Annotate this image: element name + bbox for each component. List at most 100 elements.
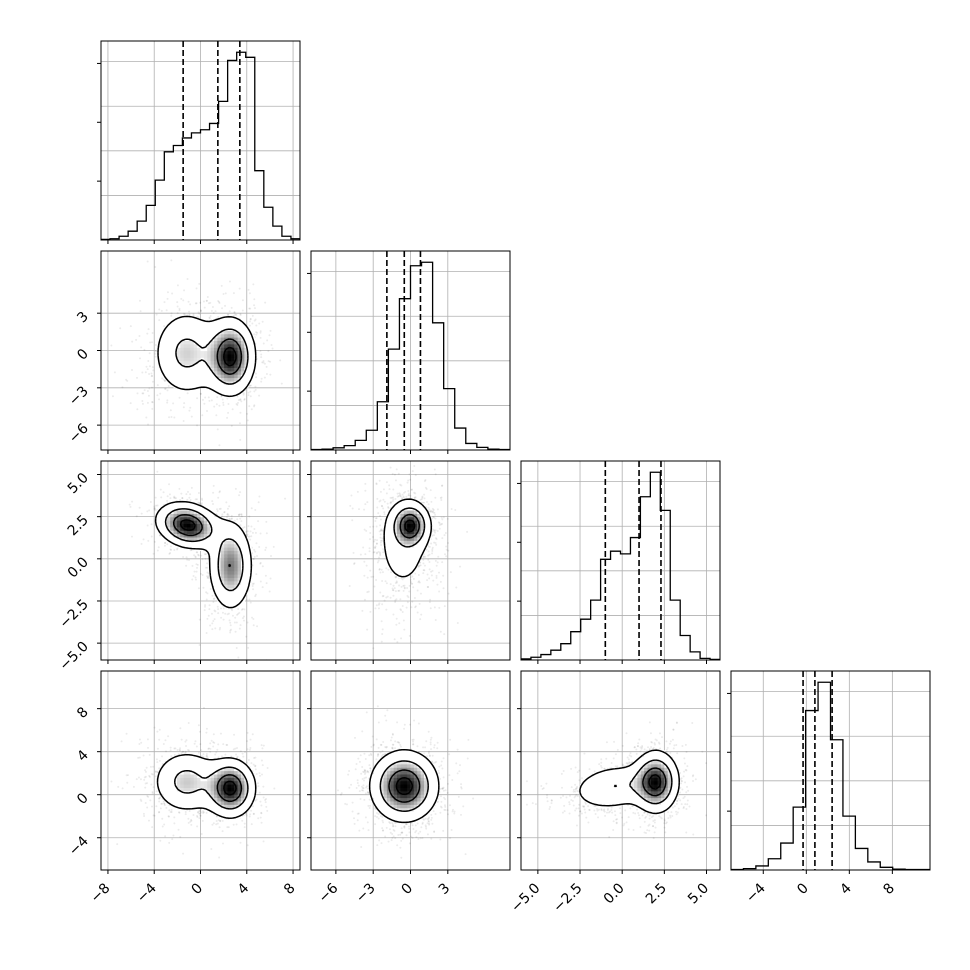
density-cell <box>397 509 401 514</box>
density-cell <box>227 526 232 531</box>
density-cell <box>183 377 188 382</box>
density-cell <box>234 550 239 555</box>
scatter-point <box>237 656 240 659</box>
density-cell <box>173 513 178 518</box>
density-cell <box>244 550 249 555</box>
scatter-point <box>379 533 382 536</box>
density-cell <box>197 370 202 375</box>
scatter-point <box>348 584 351 587</box>
density-cell <box>166 367 171 372</box>
density-cell <box>190 326 195 331</box>
scatter-point <box>228 310 231 313</box>
scatter-point <box>238 611 241 614</box>
density-cell <box>200 326 205 331</box>
density-cell <box>190 323 195 328</box>
density-cell <box>417 516 422 521</box>
scatter-point <box>148 509 151 512</box>
density-cell <box>240 363 245 368</box>
density-cell <box>390 563 395 568</box>
scatter-point <box>252 588 255 591</box>
density-cell <box>210 560 215 565</box>
scatter-point <box>198 809 201 812</box>
scatter-point <box>201 398 204 401</box>
scatter-point <box>428 577 431 580</box>
density-cell <box>220 357 225 362</box>
scatter-point <box>248 324 251 327</box>
scatter-point <box>422 572 425 575</box>
density-cell <box>170 520 175 524</box>
density-cell <box>220 337 225 341</box>
density-cell <box>240 357 245 362</box>
density-cell <box>166 377 171 382</box>
scatter-point <box>236 401 239 404</box>
y-tick-label: 2.5 <box>65 512 92 539</box>
scatter-point <box>380 543 383 546</box>
scatter-point <box>206 756 209 759</box>
scatter-point <box>239 624 242 627</box>
density-cell <box>224 337 229 341</box>
scatter-point <box>271 347 274 350</box>
density-cell <box>234 553 239 558</box>
density-cell <box>170 516 175 521</box>
density-cell <box>156 523 161 528</box>
scatter-point <box>385 492 388 495</box>
contour-level-0 <box>157 315 257 398</box>
density-cell <box>393 526 398 531</box>
scatter-point <box>400 609 403 612</box>
density-cell <box>220 323 225 328</box>
density-cell <box>240 377 245 382</box>
density-cell <box>197 326 202 331</box>
density-cell <box>163 357 168 362</box>
scatter-point <box>196 397 199 400</box>
scatter-point <box>399 493 402 496</box>
scatter-point <box>185 493 188 496</box>
density-cell <box>234 320 239 325</box>
scatter-point <box>241 527 244 530</box>
scatter-point <box>168 493 171 496</box>
scatter-point <box>417 574 420 577</box>
density-cell <box>163 526 168 531</box>
scatter-point <box>391 589 394 592</box>
scatter-point <box>226 513 229 516</box>
scatter-point <box>251 531 254 534</box>
scatter-point <box>234 313 237 316</box>
density-cell <box>227 370 232 375</box>
scatter-point <box>413 596 416 599</box>
scatter-point <box>151 401 154 404</box>
density-cell <box>240 580 245 585</box>
density-cell <box>203 526 208 531</box>
y-tick-label: −2.5 <box>56 596 91 631</box>
scatter-point <box>441 561 444 564</box>
scatter-point <box>426 579 429 582</box>
density-cell <box>200 374 205 379</box>
density-cell <box>227 347 232 352</box>
scatter-point <box>194 556 197 559</box>
scatter-point <box>407 490 410 493</box>
scatter-point <box>372 516 375 519</box>
density-cell <box>383 536 388 541</box>
scatter-point <box>182 406 185 409</box>
density-cell <box>187 333 191 338</box>
scatter-point <box>229 631 232 634</box>
density-cell <box>193 533 198 538</box>
scatter-point <box>245 530 248 533</box>
scatter-point <box>189 498 192 501</box>
panel-content <box>101 671 300 870</box>
scatter-point <box>216 508 219 511</box>
density-cell <box>213 536 218 541</box>
density-cell <box>237 380 242 385</box>
density-cell <box>220 533 225 538</box>
scatter-point <box>121 386 124 389</box>
density-cell <box>193 343 198 348</box>
scatter-point <box>201 499 204 502</box>
density-cell <box>217 337 222 341</box>
density-cell <box>224 594 229 599</box>
density-cell <box>187 374 191 379</box>
scatter-point <box>152 552 155 555</box>
scatter-point <box>240 513 243 516</box>
scatter-point <box>395 581 398 584</box>
density-cell <box>156 520 161 524</box>
density-cell <box>400 563 405 568</box>
density-cell <box>423 540 428 545</box>
scatter-point <box>385 596 388 599</box>
